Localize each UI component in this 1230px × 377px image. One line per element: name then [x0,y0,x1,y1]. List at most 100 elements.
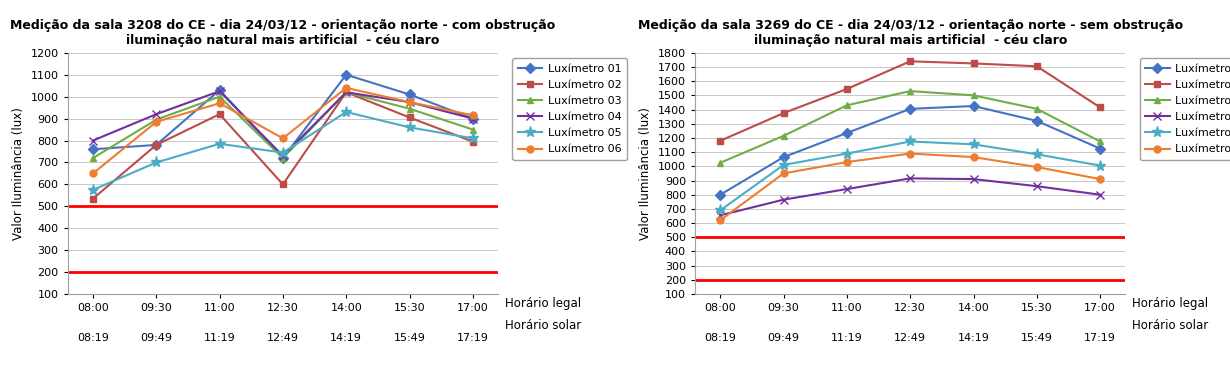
Text: 15:49: 15:49 [394,333,426,343]
Luxímetro 06 [276,136,290,141]
Luxímetro 05 [840,151,855,156]
Luxímetro 01 [402,92,417,97]
Luxímetro 01 [213,88,228,92]
Legend: Luxímetro 01, Luxímetro 02, Luxímetro 03, Luxímetro 04, Luxímetro 05, Luxímetro : Luxímetro 01, Luxímetro 02, Luxímetro 03… [513,58,627,160]
Text: 11:19: 11:19 [204,333,235,343]
Luxímetro 04 [713,213,728,218]
Text: 08:19: 08:19 [705,333,737,343]
Luxímetro 04 [213,89,228,93]
Line: Luxímetro 05: Luxímetro 05 [715,136,1106,216]
Luxímetro 02 [338,90,353,95]
Luxímetro 06 [465,113,480,118]
Text: Horário solar: Horário solar [1133,319,1209,332]
Luxímetro 04 [966,177,980,181]
Luxímetro 05 [338,110,353,114]
Luxímetro 02 [1030,64,1044,69]
Luxímetro 06 [966,155,980,159]
Line: Luxímetro 04: Luxímetro 04 [716,174,1105,219]
Luxímetro 02 [149,143,164,147]
Luxímetro 05 [776,162,791,167]
Luxímetro 04 [840,187,855,191]
Luxímetro 03 [213,94,228,99]
Luxímetro 03 [338,90,353,95]
Luxímetro 02 [465,139,480,144]
Luxímetro 05 [402,125,417,130]
Text: Horário legal: Horário legal [506,297,582,310]
Luxímetro 06 [149,120,164,124]
Text: 12:49: 12:49 [894,333,926,343]
Text: 11:19: 11:19 [831,333,862,343]
Line: Luxímetro 06: Luxímetro 06 [90,84,476,177]
Luxímetro 03 [276,156,290,160]
Luxímetro 03 [966,93,980,98]
Luxímetro 02 [276,182,290,187]
Text: 15:49: 15:49 [1021,333,1053,343]
Luxímetro 02 [1092,105,1107,110]
Luxímetro 03 [402,106,417,111]
Luxímetro 05 [149,160,164,165]
Luxímetro 01 [903,107,918,111]
Title: Medição da sala 3208 do CE - dia 24/03/12 - orientação norte - com obstrução
ilu: Medição da sala 3208 do CE - dia 24/03/1… [10,20,556,48]
Luxímetro 01 [338,72,353,77]
Line: Luxímetro 02: Luxímetro 02 [717,58,1103,144]
Luxímetro 03 [149,117,164,122]
Luxímetro 01 [86,147,101,152]
Luxímetro 01 [1030,119,1044,123]
Text: 14:19: 14:19 [331,333,362,343]
Luxímetro 01 [465,116,480,121]
Luxímetro 04 [776,198,791,202]
Luxímetro 04 [86,138,101,143]
Luxímetro 04 [903,176,918,181]
Luxímetro 02 [776,111,791,115]
Legend: Luxímetro 01, Luxímetro 02, Luxímetro 03, Luxímetro 04, Luxímetro 05, Luxímetro : Luxímetro 01, Luxímetro 02, Luxímetro 03… [1140,58,1230,160]
Luxímetro 03 [903,89,918,93]
Luxímetro 05 [1030,152,1044,156]
Luxímetro 02 [966,61,980,66]
Text: 09:49: 09:49 [140,333,172,343]
Luxímetro 04 [1092,192,1107,197]
Luxímetro 04 [402,100,417,104]
Luxímetro 01 [713,192,728,197]
Luxímetro 03 [1092,139,1107,144]
Line: Luxímetro 05: Luxímetro 05 [87,106,478,195]
Luxímetro 05 [465,136,480,141]
Line: Luxímetro 01: Luxímetro 01 [90,71,476,161]
Luxímetro 04 [1030,184,1044,188]
Luxímetro 06 [338,86,353,90]
Luxímetro 03 [1030,107,1044,111]
Luxímetro 01 [276,156,290,160]
Luxímetro 06 [86,171,101,176]
Luxímetro 04 [338,90,353,95]
Text: 08:19: 08:19 [77,333,109,343]
Luxímetro 01 [1092,146,1107,151]
Luxímetro 05 [903,139,918,144]
Luxímetro 02 [86,196,101,201]
Line: Luxímetro 02: Luxímetro 02 [90,89,476,202]
Luxímetro 06 [1030,165,1044,169]
Luxímetro 01 [966,104,980,108]
Line: Luxímetro 06: Luxímetro 06 [717,150,1103,224]
Luxímetro 03 [86,156,101,160]
Luxímetro 06 [213,101,228,106]
Title: Medição da sala 3269 do CE - dia 24/03/12 - orientação norte - sem obstrução
ilu: Medição da sala 3269 do CE - dia 24/03/1… [637,20,1183,48]
Text: Horário legal: Horário legal [1133,297,1209,310]
Line: Luxímetro 03: Luxímetro 03 [90,89,476,161]
Luxímetro 05 [276,150,290,155]
Luxímetro 02 [402,115,417,120]
Luxímetro 06 [1092,177,1107,181]
Luxímetro 05 [1092,163,1107,168]
Text: 09:49: 09:49 [768,333,800,343]
Luxímetro 05 [213,141,228,146]
Luxímetro 06 [776,171,791,176]
Text: 17:19: 17:19 [456,333,488,343]
Luxímetro 04 [149,112,164,116]
Luxímetro 01 [840,131,855,135]
Y-axis label: Valor Iluminância (lux): Valor Iluminância (lux) [640,107,652,240]
Luxímetro 06 [903,151,918,156]
Text: 12:49: 12:49 [267,333,299,343]
Luxímetro 06 [840,160,855,164]
Text: 17:19: 17:19 [1084,333,1116,343]
Luxímetro 01 [149,143,164,147]
Line: Luxímetro 04: Luxímetro 04 [89,87,477,160]
Luxímetro 02 [213,112,228,116]
